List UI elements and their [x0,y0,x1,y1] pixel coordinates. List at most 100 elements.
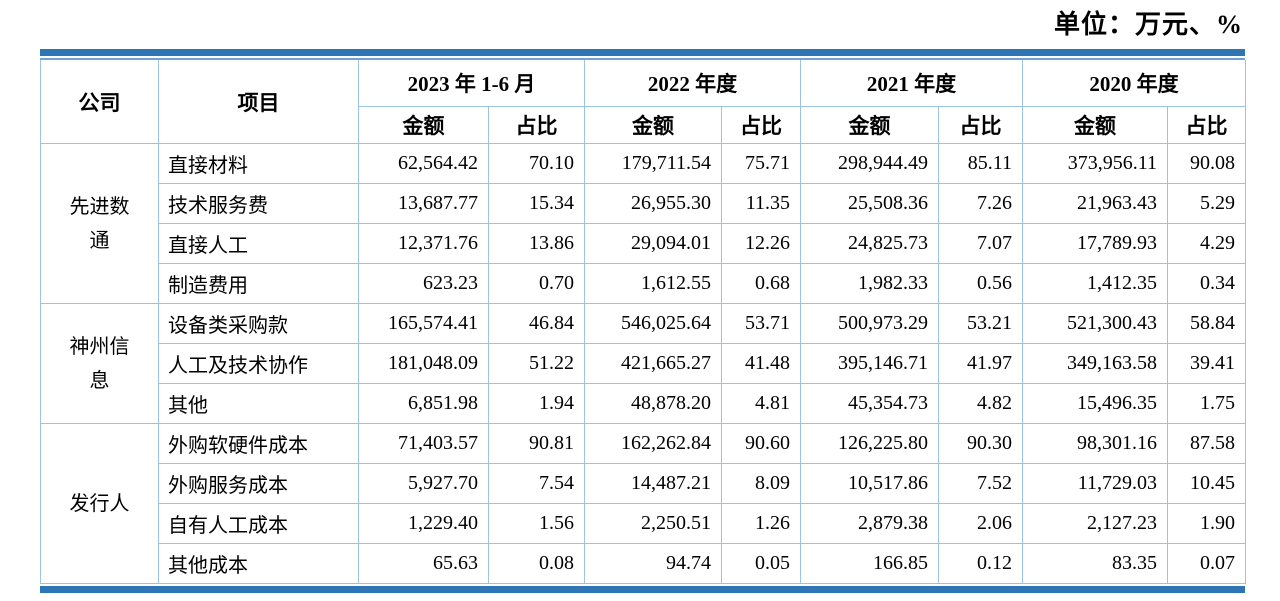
table-header: 公司 项目 2023 年 1-6 月 2022 年度 2021 年度 2020 … [40,59,1246,145]
amount-cell: 165,574.41 [358,303,489,345]
company-cell: 先进数通 [40,143,159,305]
table-row: 其他 6,851.98 1.94 48,878.20 4.81 45,354.73 4.82… [41,383,1246,425]
table-row: 自有人工成本 1,229.40 1.56 2,250.51 1.26 2,879.38 2.… [41,503,1246,545]
item-cell: 直接材料 [158,143,359,185]
table-row: 发行人 外购软硬件成本 71,403.57 90.81 162,262.84 90.60 1… [40,423,1246,585]
ratio-cell: 10.45 [1167,463,1246,505]
ratio-cell: 51.22 [488,343,585,385]
company-cell: 神州信息 [40,303,159,425]
amount-cell: 83.35 [1022,543,1168,585]
ratio-header-2023h1: 占比 [488,106,585,145]
amount-cell: 94.74 [584,543,722,585]
company-cell: 发行人 [40,423,159,585]
ratio-cell: 7.26 [938,183,1023,225]
table-row: 外购服务成本 5,927.70 7.54 14,487.21 8.09 10,517.86… [41,463,1246,505]
ratio-cell: 46.84 [488,303,585,345]
amount-cell: 71,403.57 [358,423,489,465]
amount-cell: 5,927.70 [358,463,489,505]
item-cell: 其他 [158,383,359,425]
amount-cell: 25,508.36 [800,183,939,225]
amount-cell: 15,496.35 [1022,383,1168,425]
table-row: 技术服务费 13,687.77 15.34 26,955.30 11.35 25,508.… [41,183,1246,225]
ratio-cell: 0.56 [938,263,1023,305]
ratio-cell: 87.58 [1167,423,1246,465]
amount-cell: 1,229.40 [358,503,489,545]
amount-cell: 181,048.09 [358,343,489,385]
item-cell: 人工及技术协作 [158,343,359,385]
ratio-cell: 58.84 [1167,303,1246,345]
amount-cell: 12,371.76 [358,223,489,265]
ratio-cell: 41.48 [721,343,801,385]
amount-cell: 2,250.51 [584,503,722,545]
table-row: 直接人工 12,371.76 13.86 29,094.01 12.26 24,825.7… [41,223,1246,265]
header-period-row: 公司 项目 2023 年 1-6 月 2022 年度 2021 年度 2020 … [40,59,1246,145]
amount-cell: 521,300.43 [1022,303,1168,345]
ratio-cell: 0.08 [488,543,585,585]
period-header-2023h1: 2023 年 1-6 月 [358,59,585,108]
period-header-2021: 2021 年度 [800,59,1023,108]
ratio-cell: 90.81 [488,423,585,465]
amount-cell: 166.85 [800,543,939,585]
ratio-cell: 90.30 [938,423,1023,465]
ratio-cell: 11.35 [721,183,801,225]
ratio-cell: 7.52 [938,463,1023,505]
period-header-2020: 2020 年度 [1022,59,1246,108]
item-cell: 外购服务成本 [158,463,359,505]
ratio-cell: 53.21 [938,303,1023,345]
ratio-cell: 7.07 [938,223,1023,265]
amount-cell: 11,729.03 [1022,463,1168,505]
ratio-cell: 2.06 [938,503,1023,545]
item-cell: 设备类采购款 [158,303,359,345]
ratio-cell: 1.56 [488,503,585,545]
item-column-header: 项目 [158,59,359,145]
amount-cell: 1,412.35 [1022,263,1168,305]
table-row: 人工及技术协作 181,048.09 51.22 421,665.27 41.48 395… [41,343,1246,385]
ratio-cell: 39.41 [1167,343,1246,385]
amount-cell: 26,955.30 [584,183,722,225]
ratio-cell: 75.71 [721,143,801,185]
amount-cell: 395,146.71 [800,343,939,385]
cost-composition-table: 公司 项目 2023 年 1-6 月 2022 年度 2021 年度 2020 … [40,59,1246,585]
ratio-header-2021: 占比 [938,106,1023,145]
ratio-cell: 0.70 [488,263,585,305]
ratio-cell: 4.29 [1167,223,1246,265]
unit-label: 单位：万元、% [1053,10,1243,39]
ratio-cell: 41.97 [938,343,1023,385]
ratio-header-2020: 占比 [1167,106,1246,145]
ratio-cell: 15.34 [488,183,585,225]
table-body: 先进数通 直接材料 62,564.42 70.10 179,711.54 75.71 298… [40,143,1246,585]
amount-cell: 2,127.23 [1022,503,1168,545]
item-cell: 制造费用 [158,263,359,305]
amount-cell: 21,963.43 [1022,183,1168,225]
amount-cell: 1,982.33 [800,263,939,305]
amount-header-2020: 金额 [1022,106,1168,145]
table-row: 神州信息 设备类采购款 165,574.41 46.84 546,025.64 53.71… [40,303,1246,425]
ratio-cell: 53.71 [721,303,801,345]
ratio-cell: 90.60 [721,423,801,465]
amount-cell: 62,564.42 [358,143,489,185]
table-bottom-border [40,584,1245,594]
amount-cell: 48,878.20 [584,383,722,425]
ratio-cell: 0.12 [938,543,1023,585]
ratio-cell: 0.68 [721,263,801,305]
amount-cell: 6,851.98 [358,383,489,425]
amount-cell: 546,025.64 [584,303,722,345]
amount-cell: 298,944.49 [800,143,939,185]
amount-cell: 126,225.80 [800,423,939,465]
item-cell: 外购软硬件成本 [158,423,359,465]
amount-cell: 13,687.77 [358,183,489,225]
amount-header-2022: 金额 [584,106,722,145]
item-cell: 技术服务费 [158,183,359,225]
item-cell: 自有人工成本 [158,503,359,545]
ratio-cell: 0.05 [721,543,801,585]
ratio-cell: 0.34 [1167,263,1246,305]
amount-cell: 500,973.29 [800,303,939,345]
ratio-cell: 90.08 [1167,143,1246,185]
ratio-cell: 85.11 [938,143,1023,185]
ratio-cell: 70.10 [488,143,585,185]
amount-cell: 14,487.21 [584,463,722,505]
amount-cell: 10,517.86 [800,463,939,505]
amount-cell: 373,956.11 [1022,143,1168,185]
company-column-header: 公司 [40,59,159,145]
ratio-cell: 4.82 [938,383,1023,425]
